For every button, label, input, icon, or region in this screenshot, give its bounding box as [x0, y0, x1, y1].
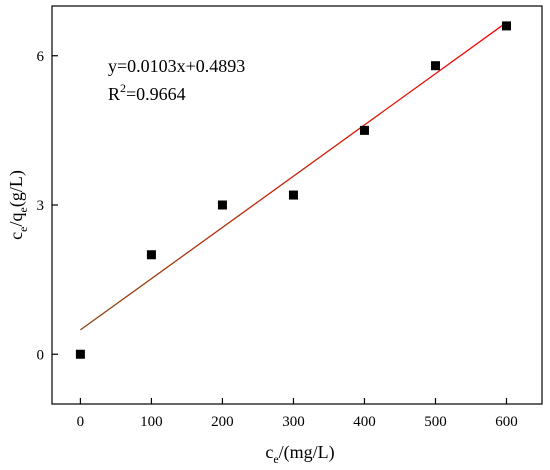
x-axis-title: ce/(mg/L) — [265, 442, 334, 466]
data-point — [359, 125, 369, 135]
fit-equation-label: y=0.0103x+0.4893 — [108, 56, 245, 76]
y-axis-title: ce/qe(g/L) — [6, 170, 30, 240]
x-tick-label: 600 — [495, 414, 518, 430]
y-tick-label: 3 — [37, 198, 45, 214]
fit-line — [80, 21, 507, 331]
x-tick-label: 300 — [282, 414, 305, 430]
data-point — [146, 250, 156, 260]
data-point — [501, 21, 511, 31]
x-tick-label: 200 — [211, 414, 234, 430]
data-points-layer — [75, 21, 511, 359]
data-point — [430, 61, 440, 71]
ticks-layer: 0 100 200 300 400 500 600 0 3 6 — [37, 49, 518, 430]
x-tick-label: 0 — [77, 414, 85, 430]
x-tick-label: 500 — [424, 414, 447, 430]
data-point — [288, 190, 298, 200]
x-tick-label: 100 — [140, 414, 163, 430]
r-squared-label: R2=0.9664 — [108, 81, 186, 104]
y-tick-label: 0 — [37, 347, 45, 363]
y-tick-label: 6 — [37, 49, 45, 65]
data-point — [75, 349, 85, 359]
fit-line-layer — [80, 21, 507, 331]
x-tick-label: 400 — [353, 414, 376, 430]
data-point — [217, 200, 227, 210]
